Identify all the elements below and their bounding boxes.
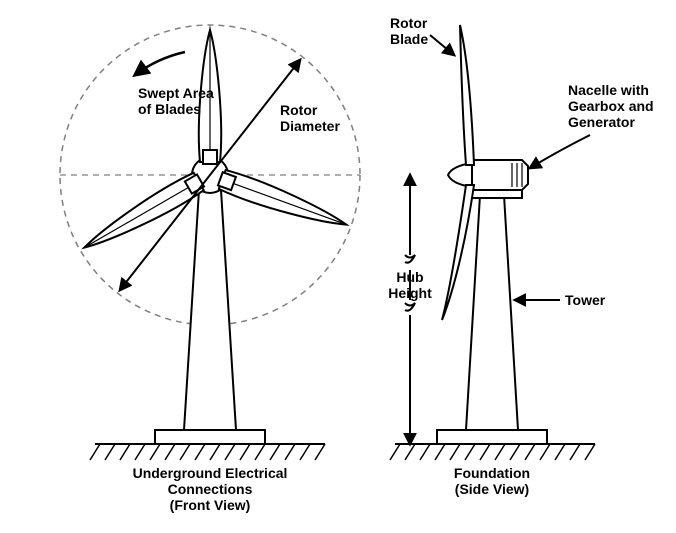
nacelle-label-l3: Generator (568, 114, 635, 130)
side-platform (437, 430, 547, 444)
side-labels: Rotor Blade Nacelle with Gearbox and Gen… (388, 15, 653, 497)
swept-motion-arc (135, 52, 185, 75)
hub-height-label-l2: Height (388, 285, 432, 301)
rotor-blade-label-l1: Rotor (390, 15, 428, 31)
nacelle-pointer (530, 135, 590, 168)
rotor-blade-label-l2: Blade (390, 31, 428, 47)
hub-height-label-l1: Hub (396, 269, 423, 285)
swept-area-label-l2: of Blades (138, 101, 201, 117)
hub-cone (448, 163, 472, 187)
rotor-diameter-label-l2: Diameter (280, 118, 340, 134)
front-platform (155, 430, 265, 444)
underground-label-l1: Underground Electrical (133, 465, 288, 481)
underground-label-l2: Connections (168, 481, 253, 497)
foundation-label-l1: Foundation (454, 465, 530, 481)
side-blade-down (442, 185, 474, 320)
side-ground-hatch (390, 444, 595, 460)
side-view: Rotor Blade Nacelle with Gearbox and Gen… (388, 15, 653, 497)
front-tower (184, 190, 236, 430)
swept-area-label-l1: Swept Area (138, 85, 214, 101)
tower-label: Tower (565, 292, 606, 308)
foundation-label-l2: (Side View) (455, 481, 529, 497)
wind-turbine-diagram: Swept Area of Blades Rotor Diameter Unde… (0, 0, 676, 528)
side-blade-up (460, 25, 474, 165)
front-view: Swept Area of Blades Rotor Diameter Unde… (60, 25, 360, 513)
rotor-diameter-label-l1: Rotor (280, 102, 318, 118)
rotor-blade-pointer (430, 35, 454, 55)
side-tower (466, 195, 518, 430)
underground-label-l3: (Front View) (170, 497, 251, 513)
nacelle-label-l1: Nacelle with (568, 82, 649, 98)
hub-height-dimension (405, 175, 415, 444)
front-ground-hatch (90, 444, 325, 460)
front-labels: Swept Area of Blades Rotor Diameter Unde… (133, 85, 341, 513)
nacelle-body (472, 160, 528, 190)
nacelle-label-l2: Gearbox and (568, 98, 654, 114)
